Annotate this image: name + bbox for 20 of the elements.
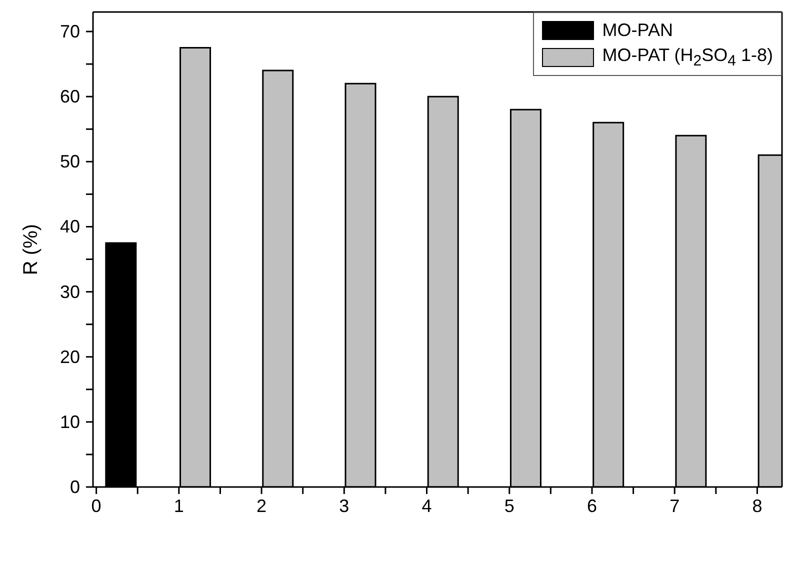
y-tick-label: 10 [60,412,80,432]
y-tick-label: 20 [60,346,80,367]
y-tick-label: 40 [60,216,80,237]
x-tick-label: 2 [256,496,267,516]
y-tick-label: 60 [60,86,80,107]
legend-label: MO-PAN [602,20,673,41]
x-tick-label: 8 [752,496,762,516]
x-tick-label: 5 [504,496,514,516]
y-tick-label: 50 [60,152,80,172]
x-tick-label: 3 [339,496,350,516]
y-tick-label: 70 [60,22,80,42]
x-tick-label: 1 [174,496,184,516]
y-axis-title: R (%) [20,224,42,276]
y-tick-label: 0 [70,477,80,497]
x-tick-label: 6 [586,496,597,516]
legend-label: MO-PAT (H$_{2}$SO$_{4}$ 1-8) [602,45,773,70]
x-tick-label: 0 [91,496,102,516]
x-tick-label: 7 [670,496,680,516]
y-tick-label: 30 [60,282,80,302]
x-tick-label: 4 [422,496,432,516]
